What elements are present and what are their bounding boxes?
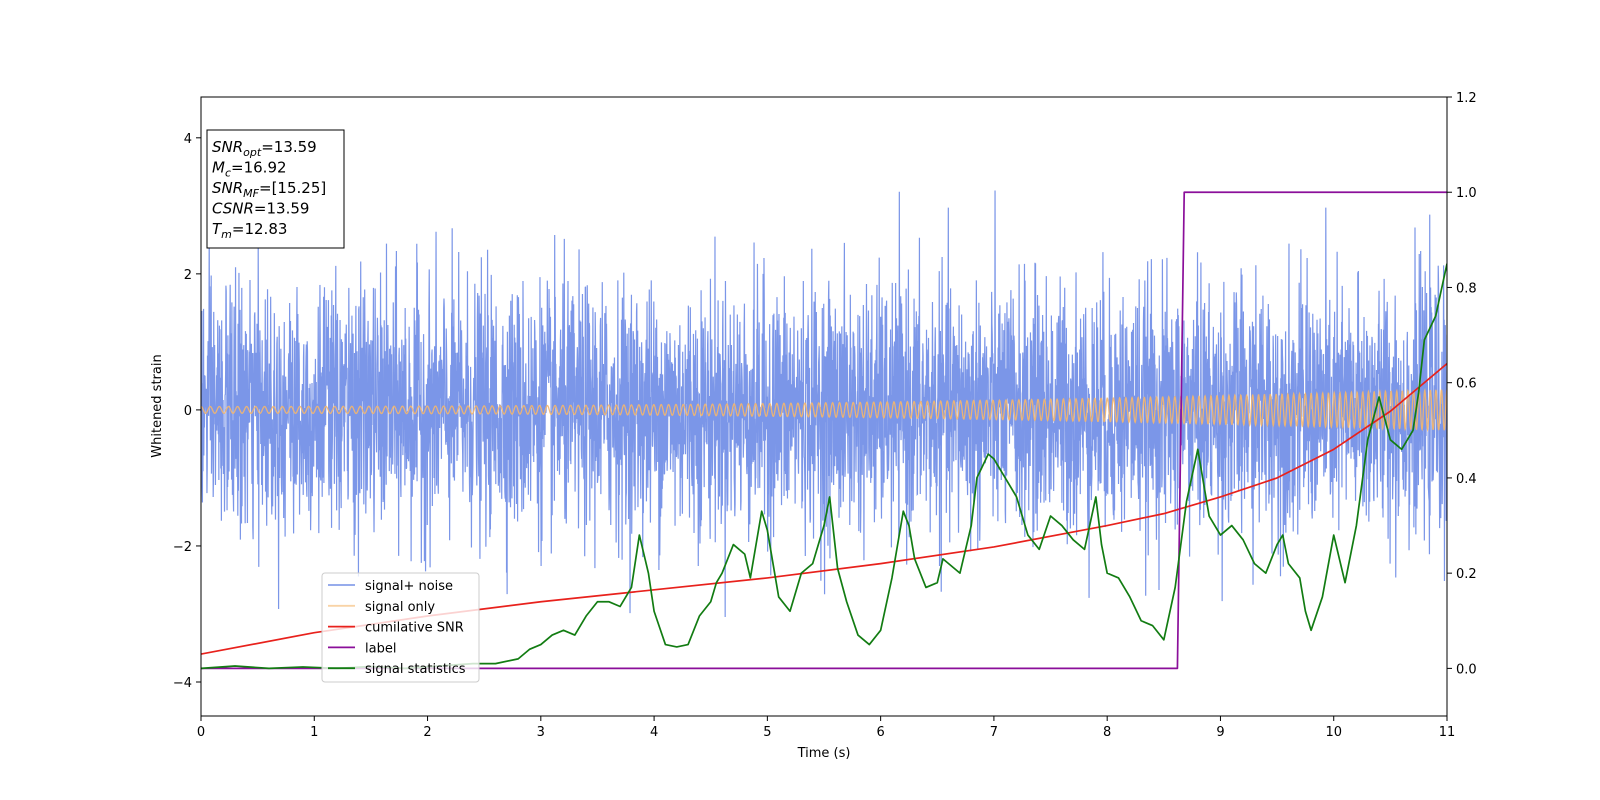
y-right-tick-label: 0.2 (1456, 567, 1477, 582)
annotation-symbol: M (212, 159, 225, 177)
annotation-line: CSNR=13.59 (212, 200, 309, 218)
x-tick-label: 5 (763, 725, 771, 740)
annotation-subscript: m (221, 228, 232, 241)
x-tick-label: 6 (876, 725, 884, 740)
annotation-value: =13.59 (254, 200, 310, 218)
legend-entry: signal only (365, 600, 435, 615)
y-axis-left: −4 −2 0 2 4 (173, 132, 201, 691)
series-layer (201, 190, 1447, 670)
y-axis-label-left: Whitened strain (150, 354, 165, 457)
legend-entry: cumilative SNR (365, 621, 464, 636)
y-right-tick-label: 1.0 (1456, 186, 1477, 201)
x-axis: 0 1 2 3 4 5 6 7 8 9 10 11 (197, 716, 1455, 740)
series-signal-statistics-line (201, 263, 1447, 670)
x-tick-label: 0 (197, 725, 205, 740)
x-tick-label: 9 (1216, 725, 1224, 740)
y-right-tick-label: 0.4 (1456, 472, 1477, 487)
x-tick-label: 7 (990, 725, 998, 740)
y-left-tick-label: 4 (184, 132, 192, 147)
annotation-symbol: SNR (212, 179, 243, 197)
series-signal-noise-line (201, 190, 1447, 617)
annotation-symbol: SNR (212, 138, 243, 156)
legend-frame (321, 572, 480, 683)
annotation-value: =12.83 (232, 220, 288, 238)
annotation-symbol: T (212, 220, 223, 238)
annotation-frame (206, 129, 345, 249)
plot-frame (200, 96, 1448, 717)
legend-entry: label (365, 641, 396, 656)
x-tick-label: 2 (423, 725, 431, 740)
x-tick-label: 3 (537, 725, 545, 740)
annotation-value: =13.59 (261, 138, 317, 156)
y-right-tick-label: 0.0 (1456, 662, 1477, 677)
legend: signal+ noise signal only cumilative SNR la… (321, 572, 480, 683)
annotation-subscript: MF (243, 187, 259, 200)
y-left-tick-label: −4 (173, 676, 192, 691)
series-signal-only-line (201, 387, 1447, 433)
annotation-subscript: c (225, 167, 231, 180)
annotation-line: Mc=16.92 (212, 159, 287, 180)
annotation-value: =16.92 (231, 159, 287, 177)
annotation-line: SNRopt=13.59 (212, 138, 317, 159)
y-left-tick-label: 2 (184, 268, 192, 283)
legend-entry: signal statistics (365, 662, 466, 677)
legend-entry: signal+ noise (365, 579, 453, 594)
y-right-tick-label: 1.2 (1456, 91, 1477, 106)
y-left-tick-label: 0 (184, 404, 192, 419)
y-left-tick-label: −2 (173, 540, 192, 555)
series-label-line (201, 191, 1447, 670)
annotation-symbol: CSNR (212, 200, 254, 218)
annotation-line: SNRMF=[15.25] (212, 179, 326, 200)
x-tick-label: 1 (310, 725, 318, 740)
y-right-tick-label: 0.6 (1456, 377, 1477, 392)
annotation-line: Tm=12.83 (212, 220, 287, 241)
x-tick-label: 8 (1103, 725, 1111, 740)
y-right-tick-label: 0.8 (1456, 281, 1477, 296)
annotation-value: =[15.25] (259, 179, 326, 197)
annotation-box: SNRopt=13.59Mc=16.92SNRMF=[15.25]CSNR=13… (206, 129, 345, 249)
x-tick-label: 11 (1439, 725, 1456, 740)
x-axis-label: Time (s) (797, 746, 851, 761)
x-tick-label: 4 (650, 725, 658, 740)
y-axis-right: 0.0 0.2 0.4 0.6 0.8 1.0 1.2 (1447, 91, 1477, 677)
annotation-subscript: opt (243, 146, 262, 159)
x-tick-label: 10 (1325, 725, 1342, 740)
